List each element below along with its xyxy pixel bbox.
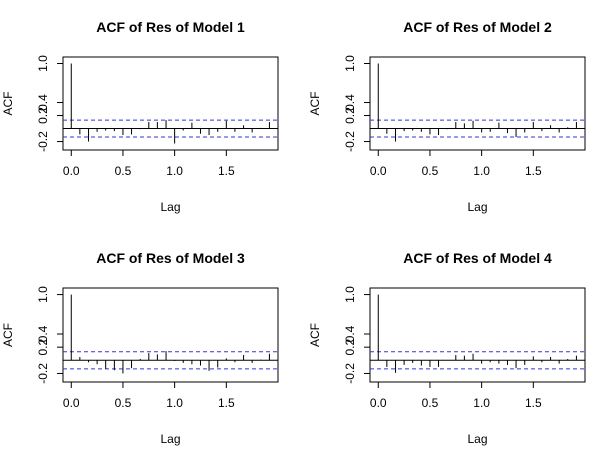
plot-frame <box>369 56 586 151</box>
x-tick-label: 0.0 <box>63 396 80 410</box>
x-axis-label: Lag <box>160 200 180 214</box>
y-tick-label: -0.2 <box>343 131 357 152</box>
x-tick-label: 1.5 <box>525 396 542 410</box>
plot-frame <box>369 287 586 383</box>
x-tick-label: 0.0 <box>63 164 80 178</box>
x-tick-label: 0.0 <box>370 396 387 410</box>
x-tick-label: 0.5 <box>422 396 439 410</box>
y-tick-label: 1.0 <box>36 55 50 72</box>
y-tick-label: 1.0 <box>36 286 50 303</box>
y-axis-label: ACF <box>308 92 322 116</box>
y-axis-label: ACF <box>1 92 15 116</box>
y-tick-label: 1.0 <box>343 55 357 72</box>
y-tick-label: 0.2 <box>36 338 50 355</box>
y-tick-label: 0.4 <box>343 94 357 111</box>
y-tick-label: -0.2 <box>36 363 50 384</box>
x-tick-label: 1.5 <box>525 164 542 178</box>
y-tick-label: -0.2 <box>343 363 357 384</box>
x-tick-label: 1.0 <box>166 164 183 178</box>
y-axis-label: ACF <box>308 323 322 347</box>
y-tick-label: 0.2 <box>343 107 357 124</box>
chart-title: ACF of Res of Model 1 <box>96 19 245 35</box>
x-tick-label: 1.5 <box>218 396 235 410</box>
chart-title: ACF of Res of Model 2 <box>403 19 552 35</box>
y-tick-label: 0.4 <box>343 325 357 342</box>
acf-panel-1: 0.0 0.5 1.0 1.5 -0.2 0.20.4 1.0 ACF of Res of M… <box>1 19 279 214</box>
x-tick-label: 1.0 <box>166 396 183 410</box>
y-tick-label: 0.4 <box>36 325 50 342</box>
x-tick-label: 0.5 <box>115 164 132 178</box>
x-tick-label: 1.0 <box>473 164 490 178</box>
acf-panel-4: 0.0 0.5 1.0 1.5 -0.2 0.20.4 1.0 ACF of Res of M… <box>308 250 586 446</box>
y-tick-label: -0.2 <box>36 131 50 152</box>
plot-frame <box>62 56 279 151</box>
plot-frame <box>62 287 279 383</box>
acf-panel-2: 0.0 0.5 1.0 1.5 -0.2 0.20.4 1.0 ACF of Res of M… <box>308 19 586 214</box>
x-axis-label: Lag <box>160 432 180 446</box>
y-tick-label: 0.2 <box>343 338 357 355</box>
acf-panel-3: 0.0 0.5 1.0 1.5 -0.2 0.20.4 1.0 ACF of Res of M… <box>1 250 279 446</box>
x-axis-label: Lag <box>467 432 487 446</box>
x-axis-label: Lag <box>467 200 487 214</box>
y-tick-label: 1.0 <box>343 286 357 303</box>
x-tick-label: 1.5 <box>218 164 235 178</box>
chart-title: ACF of Res of Model 3 <box>96 250 245 266</box>
x-tick-label: 1.0 <box>473 396 490 410</box>
y-tick-label: 0.4 <box>36 94 50 111</box>
x-tick-label: 0.0 <box>370 164 387 178</box>
x-tick-label: 0.5 <box>115 396 132 410</box>
x-tick-label: 0.5 <box>422 164 439 178</box>
y-tick-label: 0.2 <box>36 107 50 124</box>
y-axis-label: ACF <box>1 323 15 347</box>
chart-title: ACF of Res of Model 4 <box>403 250 552 266</box>
